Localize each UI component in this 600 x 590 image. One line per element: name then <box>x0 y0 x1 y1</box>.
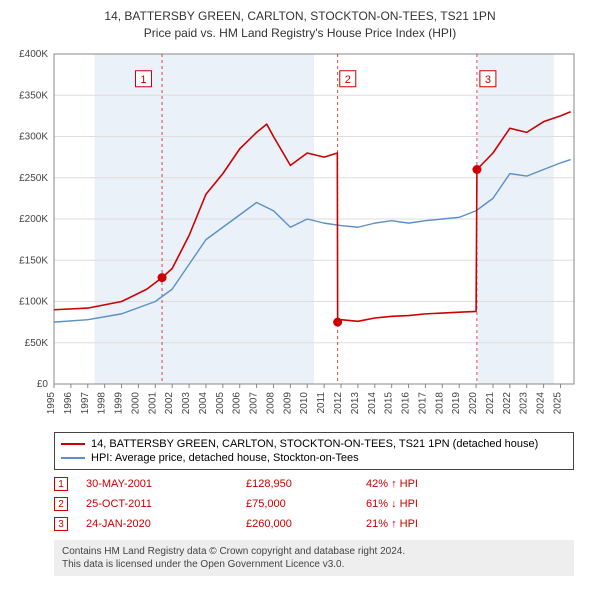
transaction-date: 25-OCT-2011 <box>86 498 246 510</box>
svg-text:2004: 2004 <box>198 391 209 414</box>
legend-label: HPI: Average price, detached house, Stoc… <box>91 452 359 464</box>
svg-text:£100K: £100K <box>19 296 48 307</box>
transaction-row: 1 30-MAY-2001 £128,950 42% ↑ HPI <box>54 474 574 494</box>
svg-text:2003: 2003 <box>181 391 192 414</box>
svg-text:2011: 2011 <box>316 391 327 413</box>
title-block: 14, BATTERSBY GREEN, CARLTON, STOCKTON-O… <box>10 8 590 42</box>
footer: Contains HM Land Registry data © Crown c… <box>54 540 574 576</box>
svg-text:1995: 1995 <box>46 391 57 414</box>
footer-line-1: Contains HM Land Registry data © Crown c… <box>62 545 566 558</box>
svg-text:£400K: £400K <box>19 49 48 60</box>
svg-text:2007: 2007 <box>249 391 260 414</box>
transaction-marker: 2 <box>54 497 68 511</box>
svg-text:2020: 2020 <box>468 391 479 414</box>
transaction-row: 2 25-OCT-2011 £75,000 61% ↓ HPI <box>54 494 574 514</box>
transaction-price: £260,000 <box>246 518 366 530</box>
svg-text:2001: 2001 <box>147 391 158 414</box>
legend: 14, BATTERSBY GREEN, CARLTON, STOCKTON-O… <box>54 432 574 470</box>
transaction-pct: 61% ↓ HPI <box>366 498 486 510</box>
chart: £0 £50K £100K £150K £200K £250K £300K £350K £400… <box>10 46 590 426</box>
chart-container: 14, BATTERSBY GREEN, CARLTON, STOCKTON-O… <box>0 0 600 586</box>
svg-text:£350K: £350K <box>19 90 48 101</box>
svg-text:2024: 2024 <box>536 391 547 414</box>
transaction-pct: 21% ↑ HPI <box>366 518 486 530</box>
transaction-marker: 3 <box>54 517 68 531</box>
svg-text:£250K: £250K <box>19 172 48 183</box>
svg-text:2010: 2010 <box>299 391 310 414</box>
svg-text:2009: 2009 <box>282 391 293 414</box>
svg-text:2017: 2017 <box>417 391 428 414</box>
legend-swatch <box>61 443 85 445</box>
svg-text:2025: 2025 <box>552 391 563 414</box>
svg-text:2000: 2000 <box>130 391 141 414</box>
svg-text:£200K: £200K <box>19 214 48 225</box>
svg-text:2021: 2021 <box>485 391 496 414</box>
svg-text:2016: 2016 <box>401 391 412 414</box>
svg-text:2018: 2018 <box>434 391 445 414</box>
transaction-pct: 42% ↑ HPI <box>366 478 486 490</box>
transaction-date: 24-JAN-2020 <box>86 518 246 530</box>
svg-text:2002: 2002 <box>164 391 175 414</box>
svg-text:2008: 2008 <box>265 391 276 414</box>
svg-text:£150K: £150K <box>19 255 48 266</box>
transaction-date: 30-MAY-2001 <box>86 478 246 490</box>
svg-text:£50K: £50K <box>25 337 49 348</box>
legend-swatch <box>61 457 85 459</box>
transaction-row: 3 24-JAN-2020 £260,000 21% ↑ HPI <box>54 514 574 534</box>
svg-text:2012: 2012 <box>333 391 344 414</box>
title-line-2: Price paid vs. HM Land Registry's House … <box>10 25 590 42</box>
legend-row: HPI: Average price, detached house, Stoc… <box>61 451 567 465</box>
legend-label: 14, BATTERSBY GREEN, CARLTON, STOCKTON-O… <box>91 438 538 450</box>
svg-text:2019: 2019 <box>451 391 462 414</box>
transaction-table: 1 30-MAY-2001 £128,950 42% ↑ HPI 2 25-OC… <box>54 474 574 534</box>
transaction-price: £75,000 <box>246 498 366 510</box>
chart-svg: £0 £50K £100K £150K £200K £250K £300K £350K £400… <box>10 46 590 426</box>
svg-text:2023: 2023 <box>519 391 530 414</box>
svg-text:1998: 1998 <box>97 391 108 414</box>
svg-text:2005: 2005 <box>215 391 226 414</box>
svg-text:1996: 1996 <box>63 391 74 414</box>
svg-text:3: 3 <box>485 73 491 85</box>
svg-text:1997: 1997 <box>80 391 91 414</box>
title-line-1: 14, BATTERSBY GREEN, CARLTON, STOCKTON-O… <box>10 8 590 25</box>
svg-text:1: 1 <box>140 73 146 85</box>
svg-text:1999: 1999 <box>114 391 125 414</box>
svg-text:2022: 2022 <box>502 391 513 414</box>
footer-line-2: This data is licensed under the Open Gov… <box>62 558 566 571</box>
legend-row: 14, BATTERSBY GREEN, CARLTON, STOCKTON-O… <box>61 437 567 451</box>
svg-text:2: 2 <box>345 73 351 85</box>
transaction-marker: 1 <box>54 477 68 491</box>
svg-text:2015: 2015 <box>384 391 395 414</box>
svg-text:2013: 2013 <box>350 391 361 414</box>
svg-text:£0: £0 <box>37 379 49 390</box>
svg-text:£300K: £300K <box>19 131 48 142</box>
transaction-price: £128,950 <box>246 478 366 490</box>
svg-text:2014: 2014 <box>367 391 378 414</box>
svg-text:2006: 2006 <box>232 391 243 414</box>
